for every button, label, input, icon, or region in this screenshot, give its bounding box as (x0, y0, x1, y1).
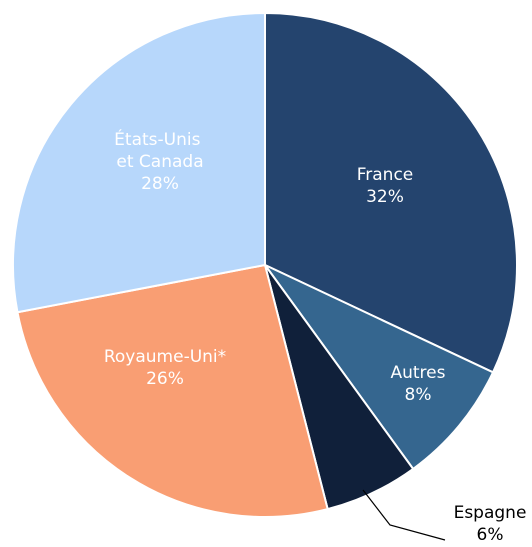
slice-label: Autres (390, 363, 445, 383)
slice-label: États-Unis et Canada (114, 128, 206, 172)
slice-label: Espagne (454, 503, 527, 523)
label-line: et Canada (116, 152, 203, 172)
label-line: Espagne (454, 503, 527, 523)
slice-value: 32% (366, 187, 404, 207)
slice-label: Royaume-Uni* (104, 347, 226, 367)
slice-value: 26% (146, 369, 184, 389)
label-line: France (357, 165, 414, 185)
slice-value: 6% (477, 525, 504, 545)
pie-slice (12, 11, 266, 314)
pie-slice (16, 263, 329, 518)
slice-value: 28% (141, 174, 179, 194)
slice-value: 8% (405, 385, 432, 405)
label-line: Royaume-Uni* (104, 347, 226, 367)
slice-label: France (357, 165, 414, 185)
pie-slice (264, 264, 495, 471)
label-line: Autres (390, 363, 445, 383)
pie-slice (264, 11, 518, 374)
label-line: États-Unis (114, 128, 206, 150)
leader-line (362, 489, 446, 541)
